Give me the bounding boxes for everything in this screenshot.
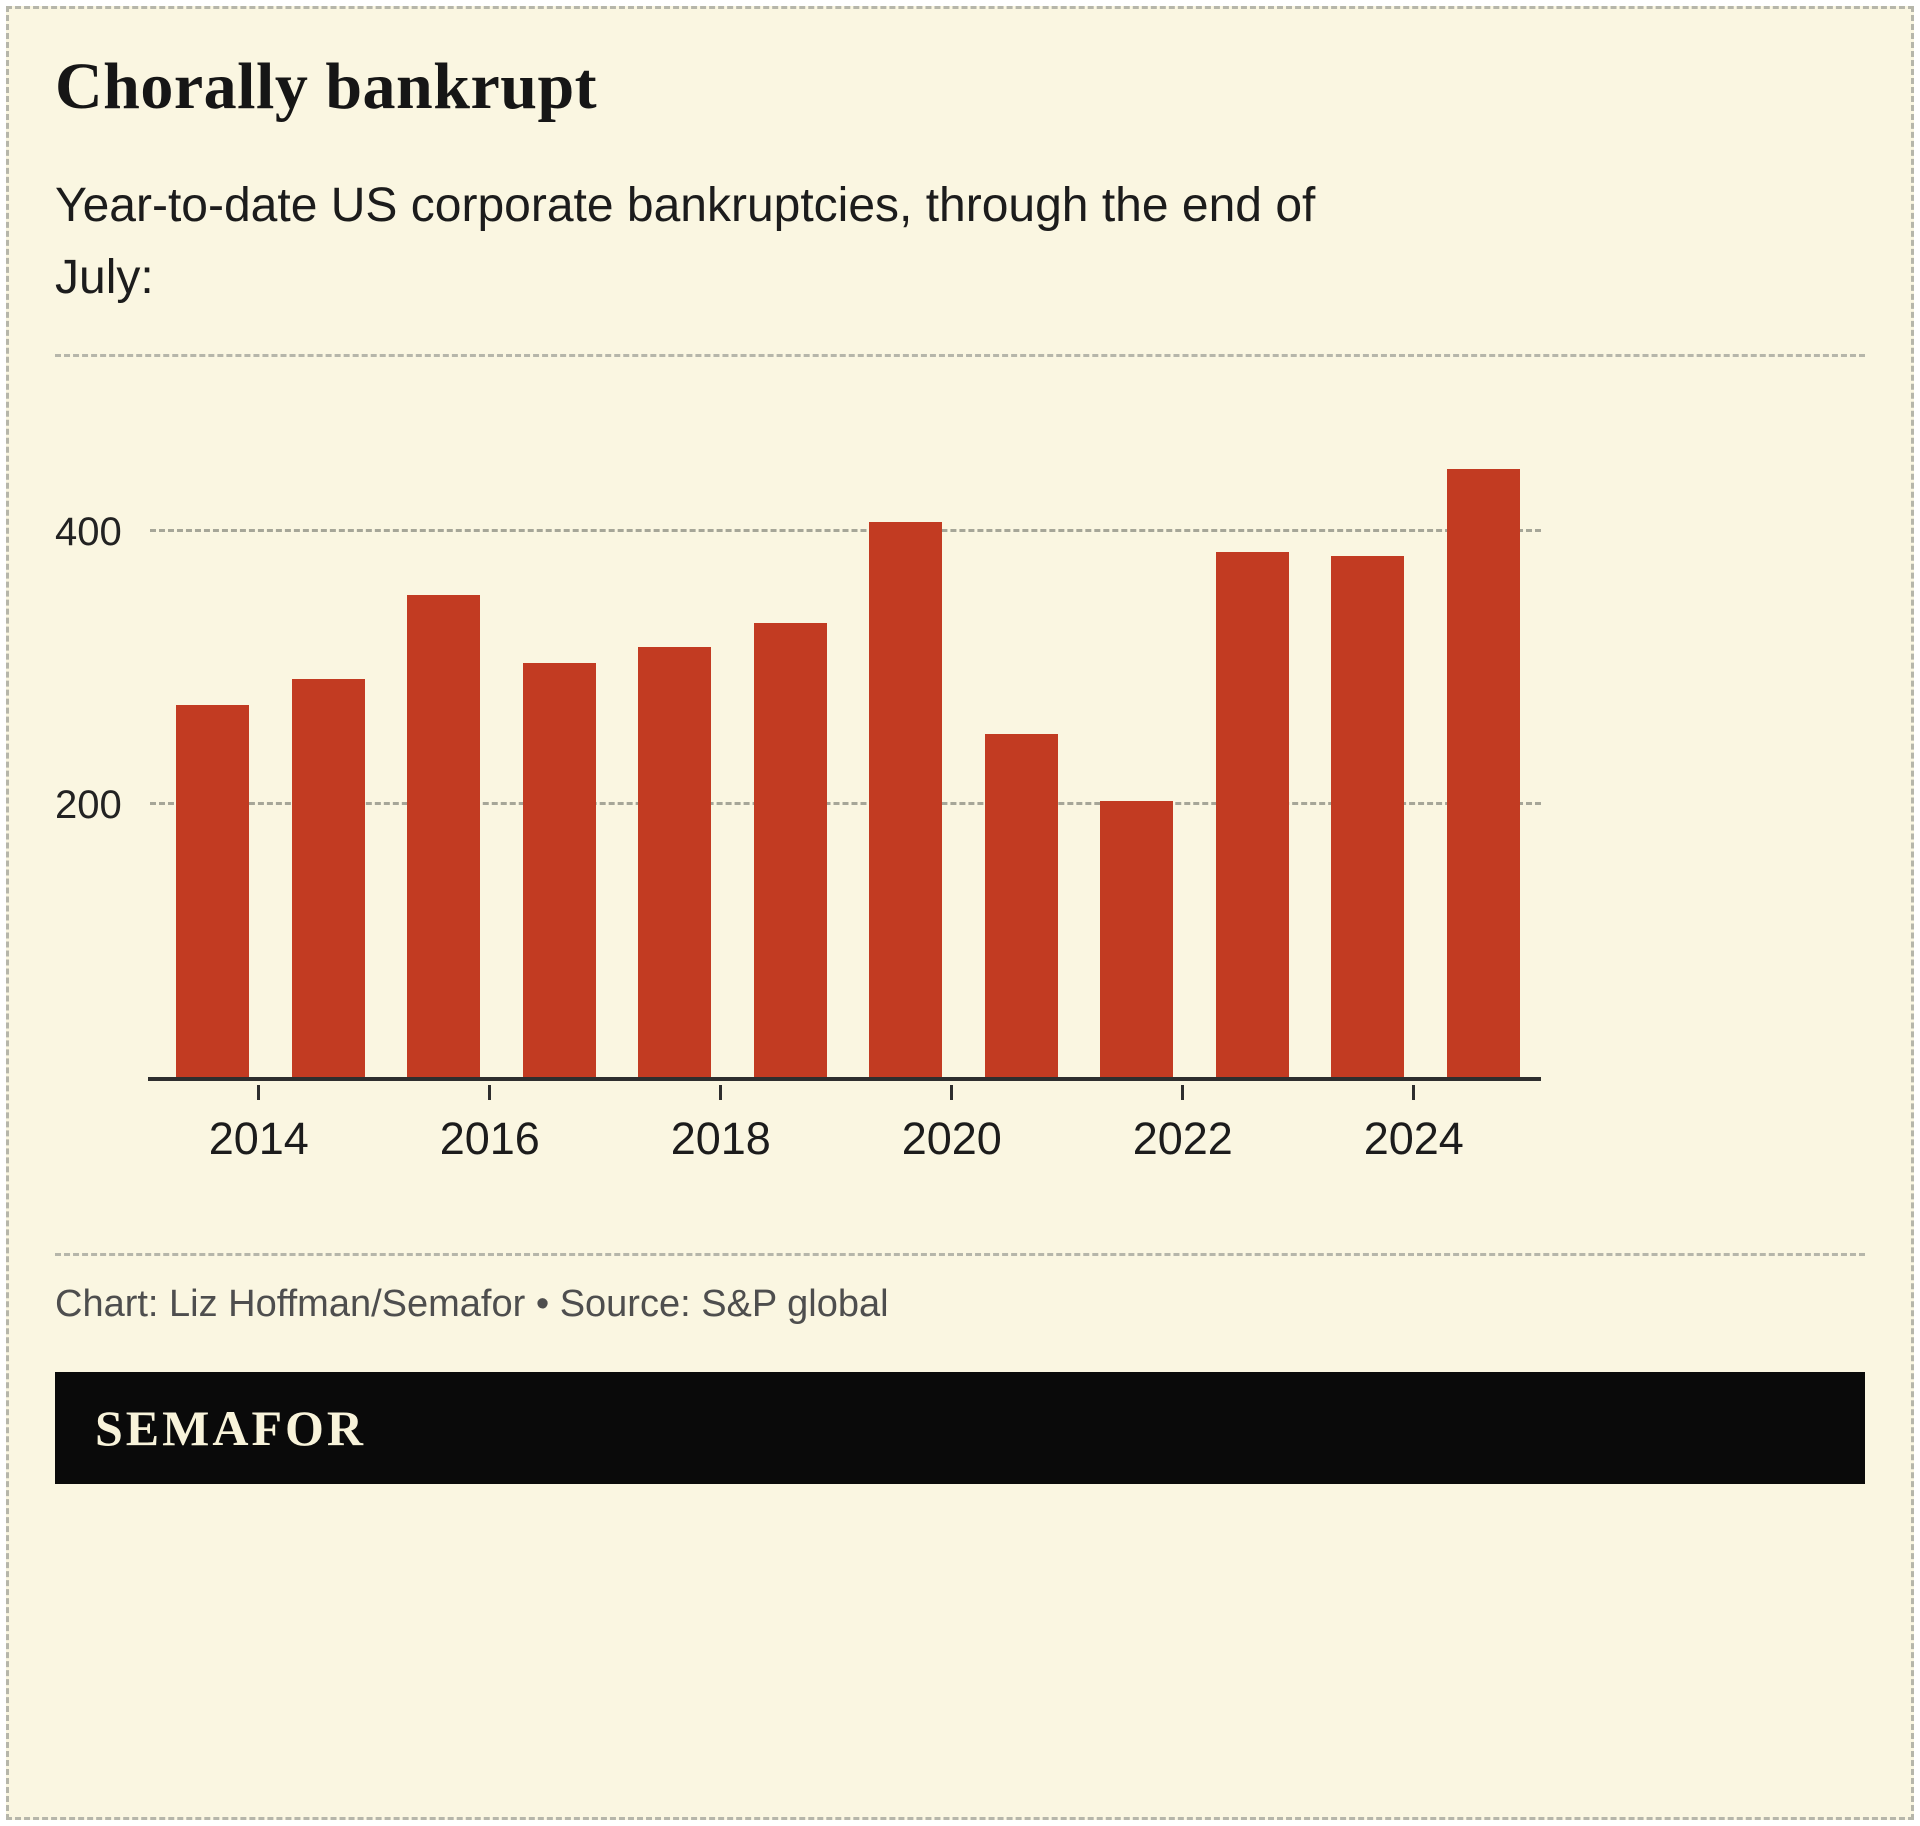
- x-axis-labels: 2014 2016 2018 2020 2022 2024: [201, 1084, 1588, 1164]
- semafor-logo: SEMAFOR: [95, 1399, 366, 1456]
- y-tick-label-200: 200: [55, 783, 122, 828]
- bar-2024: [1331, 556, 1405, 1079]
- bar-2014: [176, 705, 250, 1079]
- bar-slot-2023: [1195, 409, 1311, 1079]
- x-slot-2023: [1241, 1085, 1357, 1164]
- bar-2022: [1100, 801, 1174, 1079]
- x-tick-label-2016: 2016: [439, 1112, 540, 1164]
- bars: [155, 409, 1541, 1079]
- x-tick-2014: [257, 1084, 261, 1100]
- credit-line: Chart: Liz Hoffman/Semafor • Source: S&P…: [55, 1283, 889, 1326]
- x-tick-2018: [719, 1084, 723, 1100]
- x-tick-label-2014: 2014: [208, 1112, 309, 1164]
- x-tick-2022: [1181, 1084, 1185, 1100]
- bar-2019: [753, 623, 827, 1079]
- bottom-divider: [55, 1253, 1865, 1257]
- bar-2021: [984, 734, 1058, 1079]
- bar-slot-2019: [733, 409, 849, 1079]
- gridline-400: 400: [55, 512, 1541, 552]
- bar-2020: [869, 522, 943, 1079]
- x-tick-2020: [950, 1084, 954, 1100]
- chart-title: Chorally bankrupt: [55, 50, 598, 123]
- x-slot-2024: 2024: [1356, 1084, 1472, 1164]
- bar-slot-2016: [386, 409, 502, 1079]
- x-slot-2018: 2018: [663, 1084, 779, 1164]
- bar-2018: [638, 646, 712, 1079]
- x-tick-label-2018: 2018: [670, 1112, 771, 1164]
- x-axis-line: [148, 1076, 1541, 1081]
- bar-slot-2015: [271, 409, 387, 1079]
- bar-slot-2014: [155, 409, 271, 1079]
- top-divider: [55, 353, 1865, 357]
- x-slot-2025: [1472, 1085, 1588, 1164]
- x-slot-2022: 2022: [1125, 1084, 1241, 1164]
- x-slot-2017: [548, 1085, 664, 1164]
- x-tick-label-2022: 2022: [1132, 1112, 1233, 1164]
- bar-chart-plot: 200 400: [55, 409, 1541, 1081]
- bar-2015: [291, 679, 365, 1079]
- bar-slot-2020: [848, 409, 964, 1079]
- bar-slot-2017: [502, 409, 618, 1079]
- bar-2025: [1446, 468, 1520, 1079]
- semafor-banner: SEMAFOR: [55, 1371, 1865, 1484]
- x-slot-2014: 2014: [201, 1084, 317, 1164]
- x-slot-2015: [317, 1085, 433, 1164]
- x-slot-2019: [779, 1085, 895, 1164]
- bar-2023: [1215, 552, 1289, 1079]
- x-tick-2024: [1412, 1084, 1416, 1100]
- bar-slot-2025: [1426, 409, 1542, 1079]
- bar-slot-2024: [1310, 409, 1426, 1079]
- bar-slot-2021: [964, 409, 1080, 1079]
- gridline-200: 200: [55, 785, 1541, 825]
- bar-2016: [407, 594, 481, 1079]
- y-tick-label-400: 400: [55, 509, 122, 554]
- x-slot-2020: 2020: [894, 1084, 1010, 1164]
- chart-card-content: Chorally bankrupt Year-to-date US corpor…: [9, 9, 1911, 1484]
- bar-slot-2022: [1079, 409, 1195, 1079]
- bar-2017: [522, 662, 596, 1079]
- x-tick-2016: [488, 1084, 492, 1100]
- x-tick-label-2020: 2020: [901, 1112, 1002, 1164]
- chart-card: Chorally bankrupt Year-to-date US corpor…: [6, 6, 1914, 1820]
- chart-subtitle: Year-to-date US corporate bankruptcies, …: [55, 178, 1316, 304]
- x-slot-2021: [1010, 1085, 1126, 1164]
- x-slot-2016: 2016: [432, 1084, 548, 1164]
- bar-slot-2018: [617, 409, 733, 1079]
- x-tick-label-2024: 2024: [1363, 1112, 1464, 1164]
